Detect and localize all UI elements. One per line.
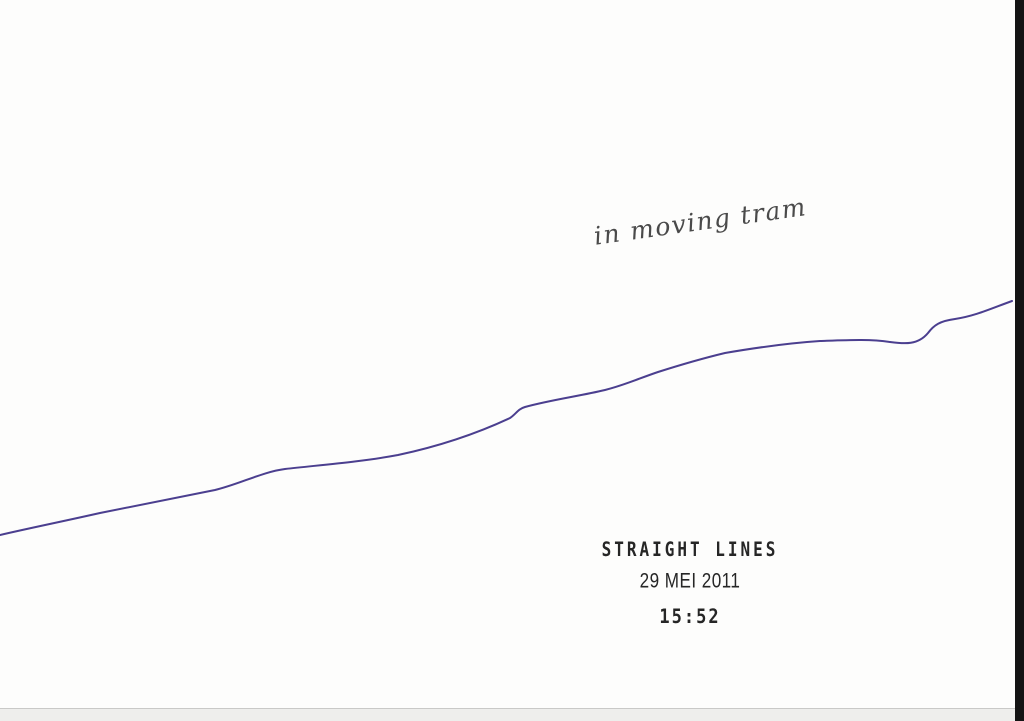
stamp-time: 15:52	[659, 605, 721, 629]
paper-sheet	[0, 0, 1015, 708]
scan-edge-bottom	[0, 708, 1015, 721]
date-stamp: STRAIGHT LINES 29 MEI 2011 15:52	[590, 538, 790, 629]
scan-edge-right	[1015, 0, 1024, 721]
stamp-title: STRAIGHT LINES	[601, 538, 779, 561]
stamp-date: 29 MEI 2011	[639, 569, 741, 593]
hand-drawn-line	[0, 300, 1013, 536]
